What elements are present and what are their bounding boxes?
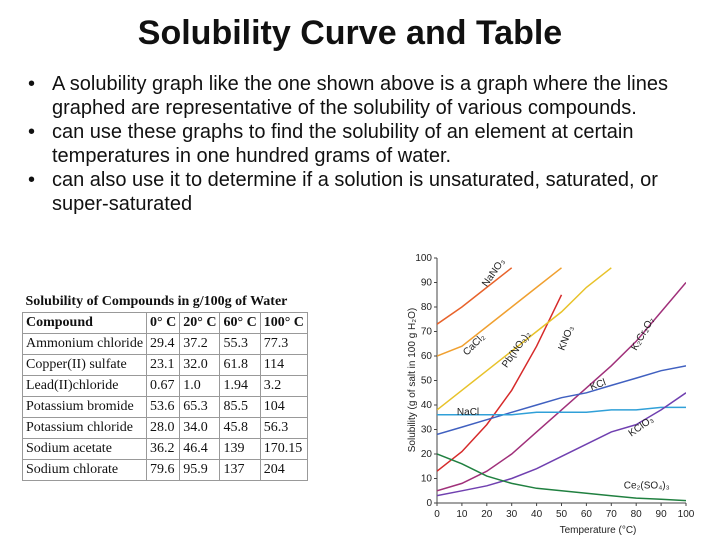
y-tick-label: 80 — [421, 302, 433, 313]
y-tick-label: 0 — [426, 498, 432, 509]
x-tick-label: 60 — [581, 509, 593, 520]
caption-row: Solubility of Compounds in g/100g of Wat… — [22, 292, 308, 313]
table-cell: 104 — [259, 396, 308, 418]
table-cell: 1.94 — [219, 375, 261, 397]
table-cell: 32.0 — [179, 354, 221, 376]
table-cell: 28.0 — [146, 417, 181, 439]
table-cell: 36.2 — [146, 438, 181, 460]
header-cell: 0° C — [146, 312, 181, 334]
table-cell: Ammonium chloride — [21, 333, 148, 355]
table-cell: 137 — [219, 459, 261, 481]
y-tick-label: 50 — [421, 376, 433, 387]
series-line — [437, 392, 686, 497]
header-cell: 100° C — [259, 312, 308, 334]
bullet: can use these graphs to find the solubil… — [22, 120, 682, 168]
x-axis-label: Temperature (°C) — [560, 525, 637, 536]
x-tick-label: 100 — [678, 509, 695, 520]
series-line — [437, 365, 686, 436]
series-label: KClO₃ — [627, 414, 656, 439]
table-cell: Potassium chloride — [21, 417, 148, 439]
table-cell: 61.8 — [219, 354, 261, 376]
y-axis-label: Solubility (g of salt in 100 g H₂O) — [407, 308, 418, 453]
table-cell: 0.67 — [146, 375, 181, 397]
table-row: Sodium acetate 36.2 46.4 139 170.15 — [21, 438, 308, 460]
x-tick-label: 40 — [531, 509, 543, 520]
x-tick-label: 10 — [456, 509, 468, 520]
y-tick-label: 60 — [421, 351, 433, 362]
table-cell: 23.1 — [146, 354, 181, 376]
table-cell: Lead(II)chloride — [21, 375, 148, 397]
y-tick-label: 90 — [421, 278, 433, 289]
table-cell: 37.2 — [179, 333, 221, 355]
table-cell: 53.6 — [146, 396, 181, 418]
series-label: Ce₂(SO₄)₃ — [624, 480, 670, 491]
table-row: Potassium bromide 53.6 65.3 85.5 104 — [21, 396, 308, 418]
table-row: Potassium chloride 28.0 34.0 45.8 56.3 — [21, 417, 308, 439]
header-cell: 20° C — [179, 312, 221, 334]
table-cell: 77.3 — [259, 333, 308, 355]
y-tick-label: 70 — [421, 327, 433, 338]
table-row: Copper(II) sulfate 23.1 32.0 61.8 114 — [21, 354, 308, 376]
table-cell: Sodium chlorate — [21, 459, 148, 481]
table-cell: Potassium bromide — [21, 396, 148, 418]
series-line — [437, 406, 686, 416]
table-cell: 1.0 — [179, 375, 221, 397]
series-label: NaNO₃ — [480, 257, 507, 289]
series-line — [437, 267, 562, 357]
series-label: Pb(NO₃)₂ — [500, 329, 533, 370]
series-line — [437, 267, 612, 411]
table-cell: 29.4 — [146, 333, 181, 355]
y-tick-label: 40 — [421, 400, 433, 411]
table-cell: 139 — [219, 438, 261, 460]
table-cell: 79.6 — [146, 459, 181, 481]
slide-title: Solubility Curve and Table — [137, 14, 563, 52]
table-cell: Sodium acetate — [21, 438, 148, 460]
series-line — [437, 294, 563, 472]
x-tick-label: 0 — [434, 509, 440, 520]
table-row: Ammonium chloride 29.4 37.2 55.3 77.3 — [21, 333, 308, 355]
series-line — [437, 267, 513, 325]
table-cell: 170.15 — [259, 438, 308, 460]
table-cell: 3.2 — [259, 375, 308, 397]
header-cell: Compound — [21, 312, 148, 334]
series-label: KNO₃ — [557, 324, 577, 352]
table-cell: 56.3 — [259, 417, 308, 439]
x-tick-label: 50 — [556, 509, 568, 520]
header-row: Compound 0° C 20° C 60° C 100° C — [21, 312, 308, 334]
y-tick-label: 10 — [421, 474, 433, 485]
table-cell: 204 — [259, 459, 308, 481]
series-line — [437, 453, 686, 502]
table-row: Sodium chlorate 79.6 95.9 137 204 — [21, 459, 308, 481]
table-cell: 46.4 — [179, 438, 221, 460]
x-tick-label: 20 — [481, 509, 493, 520]
series-label: NaCl — [457, 407, 479, 418]
header-cell: 60° C — [219, 312, 261, 334]
series-label: KCl — [589, 377, 608, 393]
x-tick-label: 30 — [506, 509, 518, 520]
y-tick-label: 20 — [421, 449, 433, 460]
table-title: Solubility of Compounds in g/100g of Wat… — [22, 292, 308, 313]
x-tick-label: 70 — [606, 509, 618, 520]
bullet-list: A solubility graph like the one shown ab… — [22, 72, 682, 216]
table-cell: 55.3 — [219, 333, 261, 355]
series-line — [437, 282, 686, 492]
table-row: Lead(II)chloride 0.67 1.0 1.94 3.2 — [21, 375, 308, 397]
solubility-table: Solubility of Compounds in g/100g of Wat… — [21, 292, 308, 481]
table-cell: 85.5 — [219, 396, 261, 418]
table-cell: 34.0 — [179, 417, 221, 439]
solubility-chart: Temperature (°C) Solubility (g of salt i… — [407, 253, 695, 536]
table-cell: 95.9 — [179, 459, 221, 481]
y-tick-label: 30 — [421, 425, 433, 436]
table-cell: 45.8 — [219, 417, 261, 439]
table-cell: 65.3 — [179, 396, 221, 418]
y-tick-label: 100 — [415, 253, 432, 264]
table-cell: Copper(II) sulfate — [21, 354, 148, 376]
table-cell: 114 — [259, 354, 308, 376]
series-label: K₂Cr₂O₇ — [629, 315, 657, 352]
x-tick-label: 90 — [656, 509, 668, 520]
bullet: can also use it to determine if a soluti… — [22, 168, 682, 216]
bullet: A solubility graph like the one shown ab… — [22, 72, 682, 120]
x-tick-label: 80 — [631, 509, 643, 520]
